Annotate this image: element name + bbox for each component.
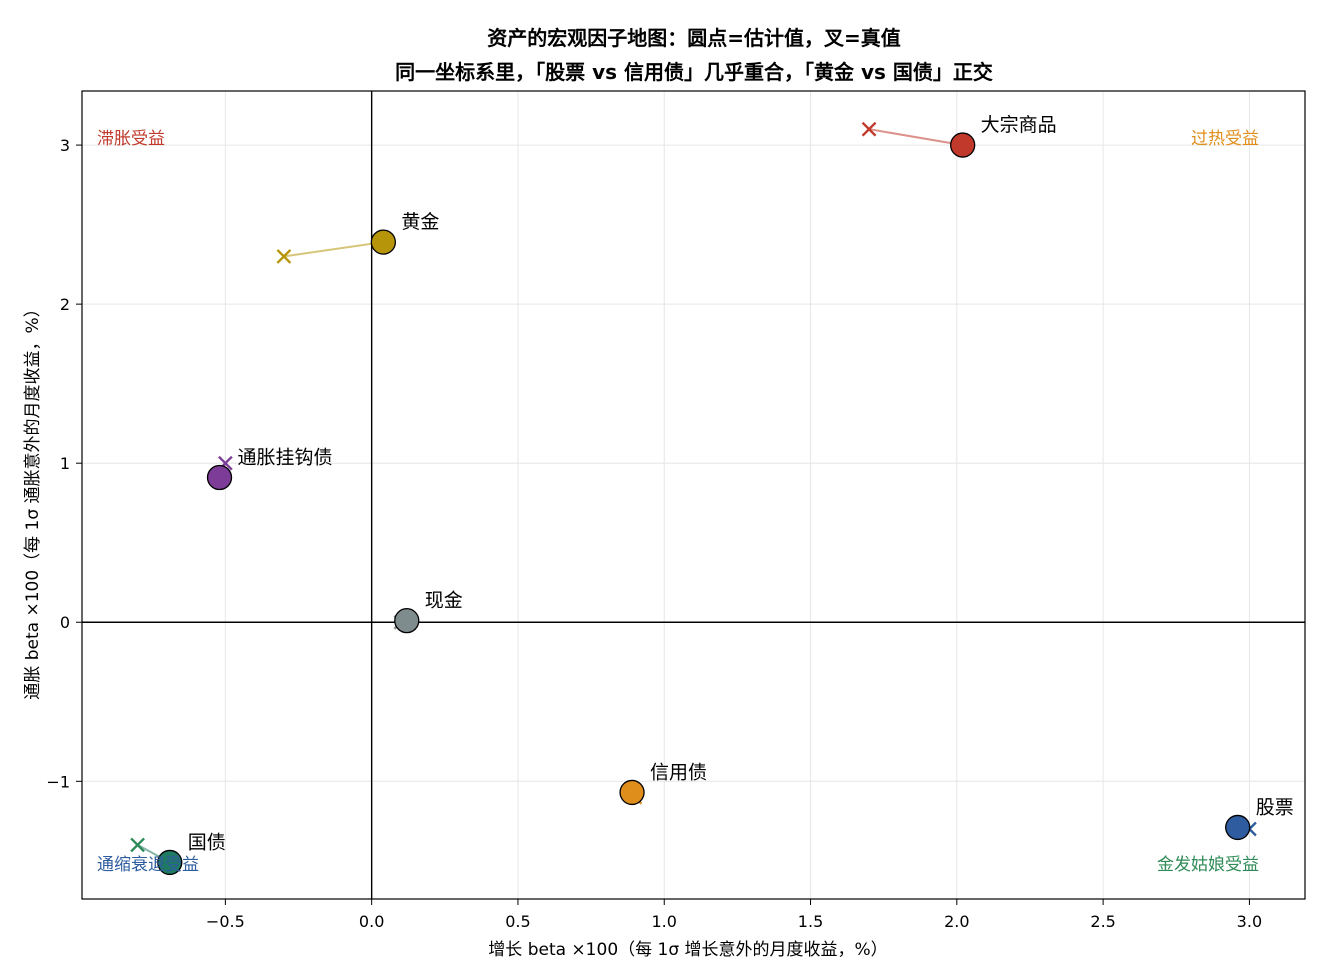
quadrant-label: 过热受益: [1191, 129, 1259, 149]
connector-lines: [137, 128, 1250, 864]
x-tick-label: 0.0: [359, 912, 384, 931]
quadrant-label: 滞胀受益: [97, 129, 165, 149]
connector-line: [283, 241, 384, 258]
y-tick-label: −1: [46, 772, 70, 791]
estimate-point: [394, 608, 420, 634]
estimate-point: [157, 849, 183, 876]
x-axis-label: 增长 beta ×100（每 1σ 增长意外的月度收益，%）: [488, 940, 887, 960]
x-tick-label: 1.5: [798, 912, 823, 931]
point-label: 股票: [1256, 796, 1294, 818]
y-tick-label: 0: [60, 613, 70, 632]
point-label: 通胀挂钩债: [238, 447, 333, 469]
x-tick-label: 1.0: [652, 912, 677, 931]
chart-subtitle: 同一坐标系里，「股票 vs 信用债」几乎重合，「黄金 vs 国债」正交: [395, 60, 993, 84]
y-tick-label: 3: [60, 136, 70, 155]
x-tick-label: −0.5: [206, 912, 245, 931]
true-x-marker: [861, 121, 877, 137]
reference-lines: [82, 91, 1305, 899]
y-tick-label: 1: [60, 454, 70, 473]
x-tick-label: 2.5: [1090, 912, 1115, 931]
estimate-markers: [157, 132, 1251, 876]
true-x-marker: [130, 837, 145, 853]
y-axis-label: 通胀 beta ×100（每 1σ 通胀意外的月度收益，%）: [23, 300, 43, 699]
point-label: 信用债: [650, 761, 707, 783]
estimate-point: [1225, 814, 1251, 841]
point-label: 现金: [425, 590, 463, 612]
y-tick-label: 2: [60, 295, 70, 314]
point-label: 大宗商品: [981, 114, 1057, 136]
connector-line: [868, 128, 963, 147]
point-label: 黄金: [401, 211, 439, 233]
plot-frame: [81, 90, 1306, 900]
x-tick-label: 3.0: [1237, 912, 1262, 931]
true-markers: [130, 121, 1257, 853]
quadrant-label: 通缩衰退受益: [97, 855, 199, 875]
x-tick-label: 2.0: [944, 912, 969, 931]
estimate-point: [206, 464, 233, 491]
x-axis-ticks: −0.5 0.0 0.5 1.0 1.5 2.0 2.5 3.0: [206, 899, 1262, 931]
point-label: 国债: [188, 831, 226, 853]
estimate-point: [950, 132, 976, 158]
chart-title: 资产的宏观因子地图：圆点=估计值，叉=真值: [487, 26, 901, 50]
estimate-point: [619, 779, 645, 806]
estimate-point: [370, 229, 397, 255]
quadrant-label: 金发姑娘受益: [1157, 855, 1259, 875]
true-x-marker: [276, 249, 292, 264]
x-tick-label: 0.5: [505, 912, 530, 931]
y-axis-ticks: −1 0 1 2 3: [46, 136, 82, 791]
